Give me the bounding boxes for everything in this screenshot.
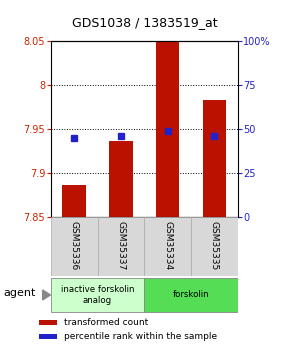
Bar [144, 217, 191, 276]
Bar [191, 217, 238, 276]
Text: transformed count: transformed count [64, 318, 148, 327]
Bar [109, 141, 133, 217]
Bar [97, 217, 144, 276]
Bar [51, 217, 97, 276]
Text: inactive forskolin
analog: inactive forskolin analog [61, 285, 134, 305]
Bar [203, 100, 226, 217]
Text: GSM35337: GSM35337 [116, 221, 125, 270]
Text: percentile rank within the sample: percentile rank within the sample [64, 333, 217, 342]
Bar [39, 334, 57, 339]
Text: GDS1038 / 1383519_at: GDS1038 / 1383519_at [72, 16, 218, 29]
Text: GSM35336: GSM35336 [70, 221, 79, 270]
Bar [51, 278, 144, 312]
Bar [156, 37, 179, 217]
Text: GSM35334: GSM35334 [163, 221, 172, 270]
Text: GSM35335: GSM35335 [210, 221, 219, 270]
Bar [144, 278, 238, 312]
Bar [62, 185, 86, 217]
Bar [39, 320, 57, 325]
Text: forskolin: forskolin [173, 290, 209, 299]
Text: agent: agent [3, 288, 35, 298]
